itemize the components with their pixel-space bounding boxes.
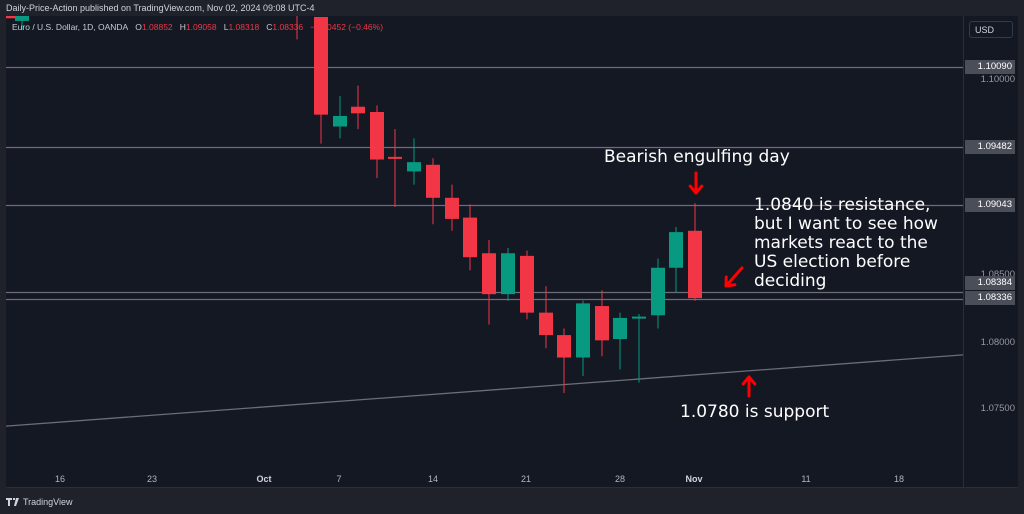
time-axis-border: [6, 487, 1018, 488]
low-value: 1.08318: [228, 22, 260, 32]
annotation-line: 1.0840 is resistance,: [754, 195, 931, 215]
bullish-candle: [651, 267, 665, 316]
bearish-candle: [688, 230, 702, 299]
bearish-candle: [314, 16, 328, 115]
bearish-candle: [482, 253, 496, 295]
price-label: 1.08500: [980, 269, 1015, 280]
bearish-candle: [370, 112, 384, 160]
level-tag: 1.09482: [965, 140, 1015, 154]
tradingview-logo[interactable]: TradingView: [6, 497, 73, 507]
bearish-candle: [557, 335, 571, 358]
high-value: 1.09058: [185, 22, 217, 32]
publish-info: Daily-Price-Action published on TradingV…: [6, 3, 315, 13]
level-tag: 1.09043: [965, 198, 1015, 212]
currency-button[interactable]: USD: [969, 21, 1013, 38]
time-label: 23: [146, 474, 158, 484]
price-label: 1.07500: [980, 403, 1015, 414]
chart-pane[interactable]: Euro / U.S. Dollar, 1D, OANDA O1.08852 H…: [6, 16, 963, 487]
annotation-line: US election before: [754, 252, 911, 272]
change-value: −0.00452 (−0.46%): [310, 22, 384, 32]
bearish-candle: [426, 164, 440, 198]
time-label: 28: [614, 474, 626, 484]
level-tag: 1.10090: [965, 60, 1015, 74]
annotation-bearish-engulfing: Bearish engulfing day: [604, 147, 790, 167]
bullish-candle: [501, 253, 515, 295]
price-label: 1.08000: [980, 337, 1015, 348]
down-left-arrow-icon-head: [724, 275, 737, 288]
annotation-support: 1.0780 is support: [680, 402, 830, 422]
bearish-candle: [520, 255, 534, 313]
bearish-candle: [445, 197, 459, 219]
bullish-candle: [632, 316, 646, 319]
support-trendline: [6, 354, 963, 427]
symbol-legend: Euro / U.S. Dollar, 1D, OANDA O1.08852 H…: [12, 22, 384, 32]
bearish-candle: [463, 217, 477, 258]
bearish-candle: [539, 312, 553, 336]
right-margin: [1018, 16, 1024, 487]
tradingview-logo-icon: [6, 498, 19, 506]
down-arrow-icon-head: [688, 184, 704, 195]
time-label: Oct: [256, 474, 272, 484]
close-value: 1.08336: [272, 22, 304, 32]
symbol-name: Euro / U.S. Dollar, 1D, OANDA: [12, 22, 129, 32]
bullish-candle: [407, 162, 421, 172]
bearish-candle: [595, 306, 609, 341]
bullish-candle: [576, 303, 590, 358]
annotation-line: deciding: [754, 271, 827, 291]
annotation-line: but I want to see how: [754, 214, 938, 234]
bullish-candle: [669, 232, 683, 268]
time-label: 21: [520, 474, 532, 484]
annotation-line: markets react to the: [754, 233, 928, 253]
bearish-candle: [351, 106, 365, 114]
open-value: 1.08852: [141, 22, 173, 32]
down-left-arrow-icon: [724, 266, 744, 288]
bullish-candle: [613, 317, 627, 340]
price-label: 1.10000: [980, 74, 1015, 85]
up-arrow-icon-head: [741, 375, 757, 386]
level-tag: 1.08384: [965, 276, 1015, 290]
bearish-candle: [388, 156, 402, 159]
time-label: 11: [801, 474, 811, 484]
time-label: 14: [427, 474, 439, 484]
time-label: 7: [336, 474, 342, 484]
bearish-candle: [6, 16, 17, 19]
time-label: 18: [893, 474, 905, 484]
bullish-candle: [333, 115, 347, 127]
price-axis[interactable]: USD 1.10000 1.08500 1.08000 1.07500 1.10…: [963, 16, 1019, 487]
time-label: 16: [54, 474, 66, 484]
annotation-resistance: 1.0840 is resistance, but I want to see h…: [754, 196, 938, 291]
level-tag: 1.08336: [965, 291, 1015, 305]
time-label: Nov: [685, 474, 703, 484]
bullish-candle: [15, 16, 29, 21]
